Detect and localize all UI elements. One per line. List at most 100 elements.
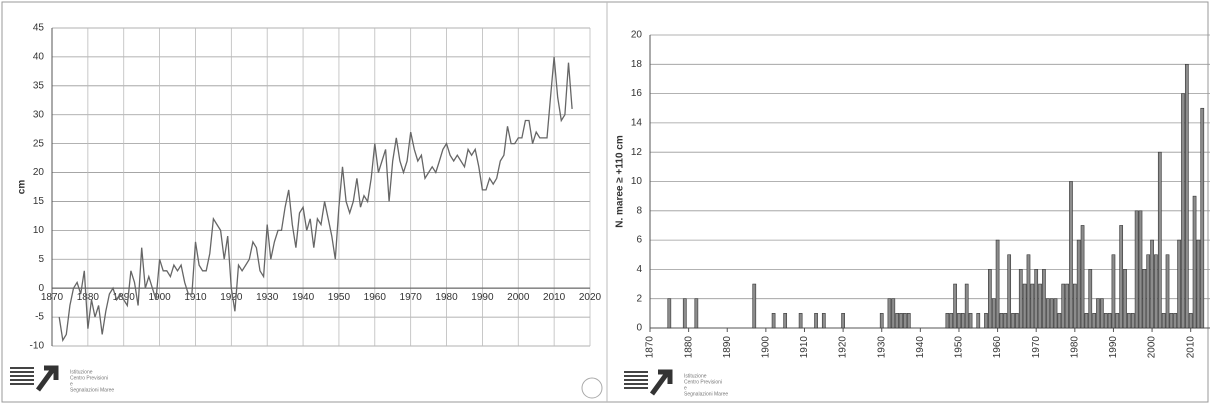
y-tick-label: 0 [38,283,44,294]
bar [1080,225,1085,329]
bar [1045,298,1050,329]
bar [887,298,892,329]
bar [999,313,1004,329]
y-tick-label: 45 [33,23,45,34]
x-tick-label: 1890 [722,336,733,359]
bar [1018,269,1023,329]
bar [1034,269,1039,329]
bar [1072,283,1077,329]
bar [1130,313,1135,329]
logo-right [624,369,673,396]
bar [895,313,900,329]
x-tick-label: 1880 [683,336,694,359]
bar [752,283,757,329]
bar [1092,313,1096,329]
bar [995,239,1000,329]
bar [1107,313,1112,329]
bar [949,313,954,329]
x-tick-label: 1910 [799,336,810,359]
logo-text: Segnalazioni Maree [684,391,728,397]
bar [1150,239,1154,329]
x-tick-label: 1990 [1108,336,1119,359]
y-tick-label: 12 [631,147,643,158]
bar [906,313,911,329]
bar [1165,254,1170,329]
bar [1003,313,1008,329]
bar [1007,254,1012,329]
y-tick-label: -10 [30,341,45,352]
bar [1161,313,1166,329]
logo-text: Centro Previsioni [70,375,108,381]
x-tick-label: 1990 [471,292,494,303]
y-tick-label: 20 [631,30,643,41]
x-tick-label: 1910 [184,292,207,303]
bar [1142,269,1147,329]
bar [984,313,988,329]
x-tick-label: 1960 [992,336,1003,359]
x-tick-label: 1930 [876,336,887,359]
logo-left [10,365,59,392]
bar [879,313,884,329]
bar [841,313,845,329]
bar [1188,313,1193,329]
bar [1119,225,1124,329]
bar [899,313,903,329]
bar [1049,298,1054,329]
x-tick-label: 1940 [292,292,315,303]
y-tick-label: 14 [631,118,643,129]
x-tick-label: 2010 [543,292,566,303]
bar [1100,298,1104,329]
bar [1038,283,1042,329]
x-tick-label: 1970 [400,292,423,303]
bar [1115,313,1120,329]
x-tick-label: 2000 [507,292,530,303]
bar [783,313,788,329]
bar [798,313,803,329]
bar [1042,269,1046,329]
bar [1138,210,1143,329]
bar [1011,313,1015,329]
bar [1061,283,1066,329]
x-tick-label: 1900 [761,336,772,359]
y-axis-label: N. maree ≥ +110 cm [615,135,626,228]
y-axis-label: cm [17,180,28,195]
bar [891,298,896,329]
bar [1076,239,1081,329]
bar [1181,93,1185,329]
x-tick-label: 1980 [435,292,458,303]
bar [960,313,965,329]
bar [1192,195,1197,329]
bar [814,313,818,329]
bar [1154,254,1158,329]
y-tick-label: 6 [636,235,642,246]
x-tick-label: 1950 [954,336,965,359]
x-tick-label: 1970 [1031,336,1042,359]
y-tick-label: 20 [33,167,45,178]
bar [1053,298,1058,329]
x-tick-label: 1920 [220,292,243,303]
bar [1022,283,1027,329]
x-tick-label: 1890 [113,292,136,303]
bar [957,313,961,329]
x-tick-label: 2000 [1147,336,1158,359]
bar [1157,151,1162,329]
y-tick-label: 18 [631,59,643,70]
bar [682,298,687,329]
x-tick-label: 2010 [1185,336,1196,359]
x-tick-label: 1980 [1069,336,1080,359]
y-tick-label: 35 [33,80,45,91]
bar [953,283,957,329]
bar [964,283,969,329]
bar [945,313,950,329]
bar [667,298,672,329]
bar [1088,269,1093,329]
logo-text: Centro Previsioni [684,379,722,385]
y-tick-label: 4 [636,264,642,275]
bar [991,298,996,329]
logo-text: Istituzione [70,369,93,375]
bar [1084,313,1089,329]
bar [1173,313,1178,329]
x-tick-label: 1960 [364,292,387,303]
bar [1169,313,1174,329]
y-tick-label: 15 [33,196,45,207]
